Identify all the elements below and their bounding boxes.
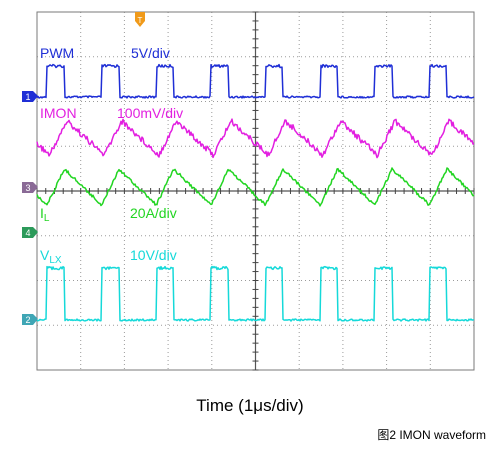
series-name-vlx: VLX [40, 247, 62, 266]
series-name-imon: IMON [40, 105, 77, 121]
channel-marker-label: 1 [25, 92, 30, 102]
trigger-marker-label: T [138, 16, 143, 25]
channel-marker-icon [22, 182, 38, 193]
series-line-v [36, 265, 474, 322]
channel-marker-label: 2 [25, 315, 30, 325]
series-name-pwm: PWM [40, 45, 74, 61]
series-name-il-subscript: L [44, 213, 50, 224]
channel-marker-icon [22, 314, 38, 325]
channel-marker-label: 4 [25, 228, 30, 238]
channel-marker-icon [22, 91, 38, 102]
series-line-imon [36, 118, 475, 159]
series-name-vlx-main: V [40, 247, 50, 263]
channel-marker-vlx: 2 [22, 314, 38, 325]
series-scale-il: 20A/div [130, 205, 177, 221]
trigger-marker-icon [135, 12, 145, 27]
series-line-pwm [36, 63, 475, 99]
grid [36, 11, 475, 371]
channel-marker-icon [22, 227, 38, 238]
trigger-marker: T [135, 12, 145, 27]
series-scale-vlx: 10V/div [130, 247, 177, 263]
series-line-i [36, 167, 475, 207]
series-scale-imon: 100mV/div [117, 105, 183, 121]
series-scale-pwm: 5V/div [131, 45, 170, 61]
channel-marker-label: 3 [25, 183, 30, 193]
channel-marker-pwm: 1 [22, 91, 38, 102]
channel-marker-il: 4 [22, 227, 38, 238]
series-name-il-main: I [40, 205, 44, 221]
x-axis-label: Time (1μs/div) [196, 396, 304, 415]
series-name-vlx-subscript: LX [49, 255, 62, 266]
traces [36, 63, 475, 322]
figure-caption: 图2 IMON waveform [377, 428, 486, 442]
series-name-il: IL [40, 205, 50, 224]
channel-marker-imon: 3 [22, 182, 38, 193]
